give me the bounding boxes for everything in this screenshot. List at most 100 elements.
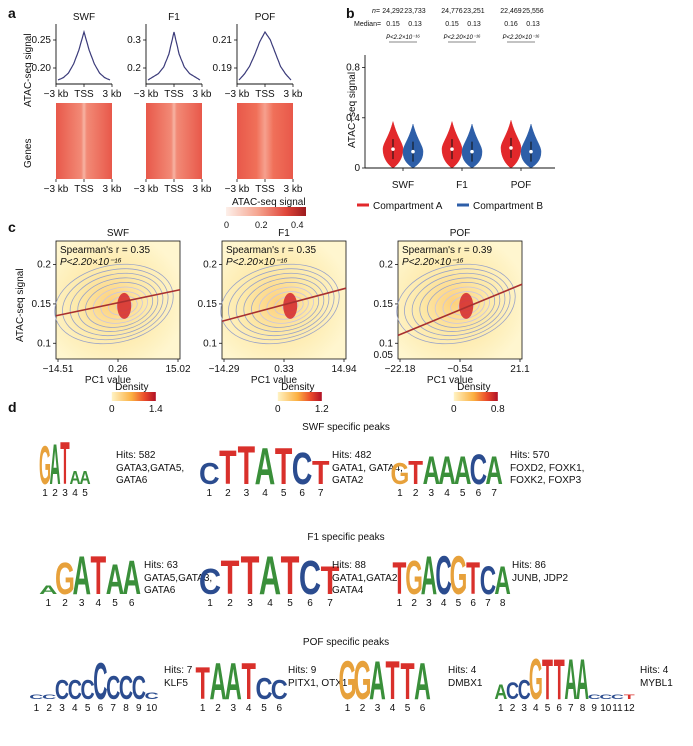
logo-position: 5	[460, 488, 466, 499]
median-value: 0.13	[408, 21, 422, 28]
logo-letter: G	[39, 435, 51, 496]
motif-tf-list: KLF5	[164, 678, 188, 689]
logo-letter: A	[72, 545, 91, 606]
logo-letter: A	[79, 468, 90, 489]
violin-ytick-label: 0	[354, 163, 360, 174]
genes-heatmap	[56, 103, 112, 179]
density-tick: 0	[109, 404, 115, 415]
logo-position: 3	[247, 598, 253, 609]
violin-median	[450, 147, 454, 151]
motif-tf-list: GATA6	[116, 475, 148, 486]
logo-letter: C	[80, 675, 94, 706]
logo-position: 5	[456, 598, 462, 609]
motif-hits: Hits: 63	[144, 560, 178, 571]
logo-letter: A	[414, 654, 431, 711]
logo-letter: T	[542, 648, 553, 713]
panel-a-colorbar-tick: 0	[224, 220, 229, 230]
logo-letter: T	[312, 454, 329, 492]
scatter-ytick-label: 0.15	[374, 299, 394, 310]
logo-position: 1	[42, 488, 48, 499]
logo-position: 3	[429, 488, 435, 499]
median-value: 0.13	[467, 21, 481, 28]
logo-position: 5	[281, 488, 287, 499]
motif-tf-list: GATA5,GATA3,	[144, 573, 212, 584]
logo-letter: A	[421, 544, 437, 605]
scatter-ytick-label: 0.2	[37, 260, 51, 271]
logo-position: 5	[82, 488, 88, 499]
profile-xtick-label: 3 kb	[284, 89, 303, 100]
n-label: n=	[372, 8, 380, 15]
logo-position: 6	[556, 703, 562, 714]
profile-xtick-label: −3 kb	[134, 89, 159, 100]
panel-b-ylabel: ATAC−seq signal	[347, 72, 358, 148]
panel-b: n= Median= ATAC−seq signal 0 0.4 0.8 24,292…	[346, 8, 555, 212]
density-contour	[419, 277, 501, 332]
scatter-xtick-label: −14.29	[209, 364, 240, 375]
n-value: 23,251	[463, 8, 485, 15]
logo-letter: G	[405, 552, 423, 606]
logo-position: 9	[591, 703, 597, 714]
scatter-xlabel: PC1 value	[427, 375, 474, 386]
density-contour	[69, 272, 164, 336]
logo-letter: C	[68, 675, 82, 706]
logo-letter: T	[219, 441, 236, 495]
density-contour	[434, 286, 490, 324]
logo-letter: A	[494, 558, 510, 602]
logo-letter: C	[599, 694, 612, 701]
logo-letter: A	[69, 468, 80, 489]
spearman-r: Spearman's r = 0.35	[226, 245, 316, 256]
scatter-xtick-label: 0.26	[108, 364, 128, 375]
density-label: Density	[281, 382, 314, 393]
logo-position: 6	[129, 598, 135, 609]
motif-hits: Hits: 7	[164, 665, 193, 676]
motif-hits: Hits: 582	[116, 450, 156, 461]
motif-tf-list: GATA6	[144, 585, 176, 596]
density-contour	[235, 272, 330, 336]
logo-position: 3	[521, 703, 527, 714]
violin-group-label: F1	[456, 180, 468, 191]
logo-letter: G	[339, 649, 357, 710]
logo-position: 3	[426, 598, 432, 609]
median-value: 0.15	[386, 21, 400, 28]
regression-line	[397, 283, 523, 337]
scatter-xlabel: PC1 value	[85, 375, 132, 386]
logo-letter: T	[90, 545, 106, 606]
scatter-p-value: P<2.20×10⁻¹⁶	[60, 257, 122, 268]
median-value: 0.13	[526, 21, 540, 28]
logo-position: 6	[420, 703, 426, 714]
logo-letter: C	[588, 694, 601, 701]
logo-position: 2	[46, 703, 52, 714]
section-title: F1 specific peaks	[307, 532, 384, 543]
heatmap-xtick-label: 3 kb	[103, 184, 122, 195]
profile-line	[57, 29, 111, 81]
median-value: 0.16	[504, 21, 518, 28]
profile-ytick-label: 0.19	[213, 63, 233, 74]
logo-letter: T	[241, 654, 256, 711]
density-label: Density	[115, 382, 148, 393]
violin-median	[509, 146, 513, 150]
panel-label-c: c	[8, 219, 16, 235]
n-value: 24,776	[441, 8, 463, 15]
logo-letter: A	[225, 654, 242, 711]
logo-letter: A	[423, 448, 440, 493]
density-tick: 1.2	[315, 404, 329, 415]
n-value: 22,469	[500, 8, 522, 15]
logo-letter: C	[506, 677, 519, 704]
logo-position: 7	[568, 703, 574, 714]
logo-position: 1	[345, 703, 351, 714]
heatmap-xtick-label: 3 kb	[284, 184, 303, 195]
logo-letter: C	[119, 669, 133, 707]
logo-position: 6	[470, 598, 476, 609]
density-tick: 1.4	[149, 404, 163, 415]
density-colorbar	[111, 392, 156, 401]
logo-position: 4	[444, 488, 450, 499]
logo-letter: C	[93, 654, 107, 711]
logo-position: 3	[79, 598, 85, 609]
density-contour	[404, 268, 511, 341]
legend-label: Compartment A	[373, 201, 443, 212]
logo-position: 2	[215, 703, 221, 714]
logo-position: 4	[96, 598, 102, 609]
logo-letter: A	[564, 648, 577, 713]
